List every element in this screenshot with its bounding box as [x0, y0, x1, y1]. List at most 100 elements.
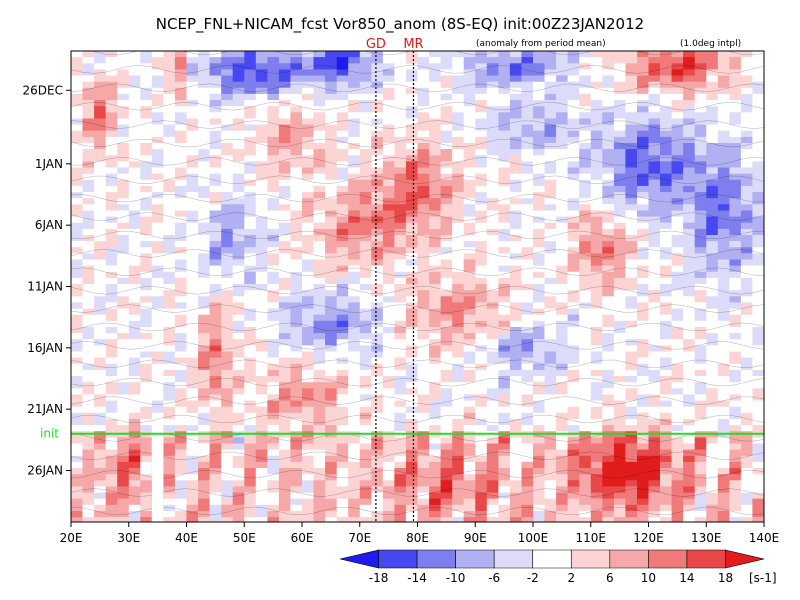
heatmap-cell: [82, 376, 95, 383]
heatmap-cell: [186, 259, 199, 267]
heatmap-cell: [440, 351, 453, 359]
heatmap-cell: [325, 461, 338, 469]
heatmap-cell: [429, 75, 442, 83]
heatmap-cell: [71, 271, 84, 279]
heatmap-cell: [255, 400, 268, 408]
heatmap-cell: [244, 192, 257, 199]
heatmap-cell: [174, 185, 188, 193]
heatmap-cell: [533, 100, 546, 107]
heatmap-cell: [186, 425, 199, 432]
heatmap-cell: [174, 284, 188, 291]
heatmap-cell: [359, 443, 372, 451]
heatmap-cell: [602, 222, 615, 230]
heatmap-cell: [382, 173, 395, 181]
heatmap-cell: [602, 241, 615, 248]
heatmap-cell: [521, 320, 534, 328]
heatmap-cell: [509, 308, 523, 316]
heatmap-cell: [717, 302, 730, 310]
heatmap-cell: [371, 204, 384, 211]
heatmap-cell: [625, 314, 638, 322]
heatmap-cell: [371, 327, 384, 334]
heatmap-cell: [163, 130, 176, 138]
heatmap-cell: [694, 333, 707, 340]
heatmap-cell: [567, 302, 580, 310]
heatmap-cell: [625, 302, 638, 310]
heatmap-cell: [440, 296, 453, 303]
heatmap-cell: [221, 394, 234, 402]
heatmap-cell: [752, 461, 764, 469]
heatmap-cell: [186, 63, 199, 70]
heatmap-cell: [637, 394, 650, 402]
heatmap-cell: [579, 161, 592, 169]
heatmap-cell: [267, 302, 280, 310]
heatmap-cell: [94, 400, 107, 408]
heatmap-cell: [694, 339, 707, 346]
heatmap-cell: [613, 179, 626, 187]
heatmap-cell: [752, 69, 764, 77]
heatmap-cell: [729, 87, 742, 95]
heatmap-cell: [82, 406, 95, 414]
heatmap-cell: [313, 339, 326, 346]
heatmap-cell: [359, 437, 372, 445]
heatmap-cell: [706, 357, 719, 365]
heatmap-cell: [740, 314, 753, 322]
heatmap-cell: [417, 461, 430, 469]
heatmap-cell: [509, 167, 523, 175]
heatmap-cell: [313, 517, 326, 522]
heatmap-cell: [325, 118, 338, 126]
heatmap-cell: [752, 511, 764, 518]
heatmap-cell: [717, 504, 730, 512]
heatmap-cell: [163, 161, 176, 169]
heatmap-cell: [486, 106, 499, 113]
heatmap-cell: [717, 179, 730, 187]
heatmap-cell: [336, 143, 349, 150]
heatmap-cell: [209, 149, 222, 156]
heatmap-cell: [82, 198, 95, 205]
heatmap-cell: [475, 124, 488, 132]
heatmap-cell: [105, 351, 118, 359]
heatmap-cell: [232, 492, 245, 500]
heatmap-cell: [671, 235, 684, 242]
heatmap-cell: [371, 75, 384, 83]
heatmap-cell: [128, 296, 141, 303]
heatmap-cell: [163, 173, 176, 181]
heatmap-cell: [82, 333, 95, 340]
heatmap-cell: [717, 455, 730, 463]
heatmap-cell: [671, 63, 684, 70]
heatmap-cell: [140, 412, 153, 420]
heatmap-cell: [440, 69, 453, 77]
heatmap-cell: [417, 247, 430, 254]
heatmap-cell: [417, 253, 430, 261]
heatmap-cell: [625, 228, 638, 236]
heatmap-cell: [82, 461, 95, 469]
heatmap-cell: [290, 455, 303, 463]
heatmap-cell: [302, 339, 315, 346]
heatmap-cell: [128, 425, 141, 432]
heatmap-cell: [128, 369, 141, 377]
heatmap-cell: [694, 449, 707, 457]
heatmap-cell: [82, 480, 95, 487]
heatmap-cell: [198, 320, 211, 328]
heatmap-cell: [117, 437, 130, 445]
heatmap-cell: [521, 179, 534, 187]
heatmap-cell: [382, 296, 395, 303]
heatmap-cell: [740, 216, 753, 224]
heatmap-cell: [174, 302, 188, 310]
heatmap-cell: [556, 400, 569, 408]
heatmap-cell: [660, 308, 673, 316]
heatmap-cell: [694, 179, 707, 187]
heatmap-cell: [371, 69, 384, 77]
heatmap-cell: [752, 222, 764, 230]
heatmap-cell: [509, 87, 523, 95]
heatmap-cell: [209, 468, 222, 475]
heatmap-cell: [71, 461, 84, 469]
heatmap-cell: [348, 277, 361, 285]
heatmap-cell: [359, 155, 372, 162]
heatmap-cell: [671, 351, 684, 359]
heatmap-cell: [625, 486, 638, 494]
heatmap-cell: [371, 87, 384, 95]
heatmap-cell: [71, 149, 84, 156]
heatmap-cell: [625, 296, 638, 303]
heatmap-cell: [232, 124, 245, 132]
heatmap-cell: [128, 100, 141, 107]
